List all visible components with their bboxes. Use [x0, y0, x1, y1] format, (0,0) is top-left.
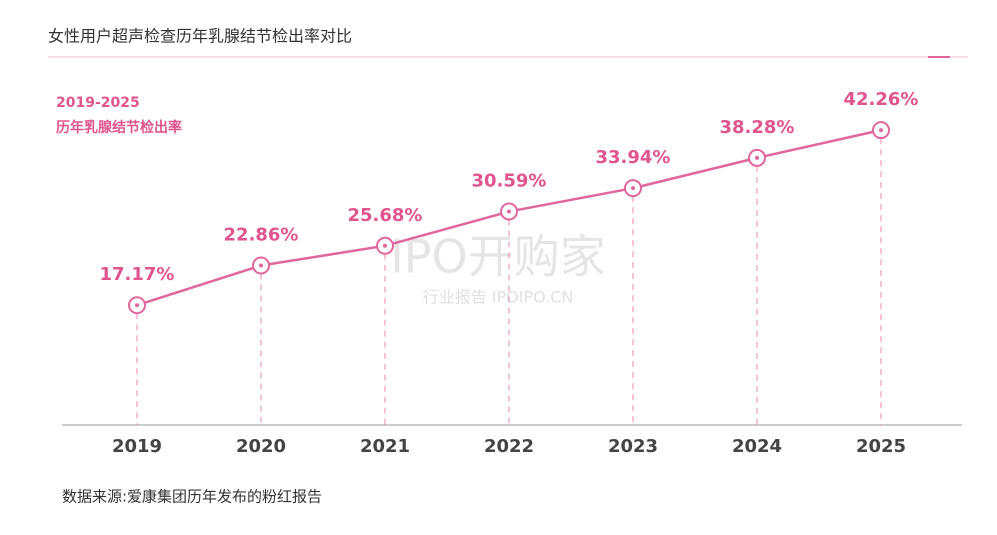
value-label: 42.26% — [844, 89, 919, 110]
x-tick-label: 2021 — [360, 436, 410, 457]
marker-dot — [631, 186, 635, 191]
marker-dot — [879, 128, 883, 133]
value-label: 17.17% — [100, 264, 175, 285]
chart-title: 女性用户超声检查历年乳腺结节检出率对比 — [48, 27, 352, 46]
marker-dot — [383, 243, 387, 248]
marker-dot — [259, 263, 263, 268]
x-tick-label: 2022 — [484, 436, 534, 457]
value-label: 33.94% — [596, 147, 671, 168]
annotation: 历年乳腺结节检出率 — [56, 119, 182, 136]
x-tick-label: 2020 — [236, 436, 286, 457]
annotation: 2019-2025 — [56, 95, 140, 111]
value-label: 25.68% — [348, 205, 423, 226]
value-label: 30.59% — [472, 171, 547, 192]
watermark: 行业报告 IPOIPO.CN — [423, 288, 574, 307]
marker-dot — [507, 209, 511, 214]
value-label: 38.28% — [720, 117, 795, 138]
marker-dot — [135, 303, 139, 308]
x-tick-label: 2024 — [732, 436, 782, 457]
marker-dot — [755, 155, 759, 160]
watermark: IPO开购家 — [390, 230, 606, 284]
value-label: 22.86% — [224, 224, 299, 245]
x-tick-label: 2025 — [856, 436, 906, 457]
x-tick-label: 2019 — [112, 436, 162, 457]
x-tick-label: 2023 — [608, 436, 658, 457]
source: 数据来源:爱康集团历年发布的粉红报告 — [62, 488, 322, 506]
